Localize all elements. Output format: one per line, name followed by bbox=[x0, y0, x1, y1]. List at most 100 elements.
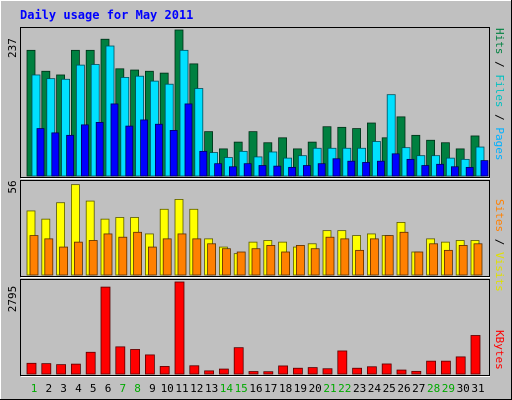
sites-bar-day-20 bbox=[310, 248, 320, 276]
files-bar-day-1 bbox=[31, 74, 41, 177]
x-label-day-14: 14 bbox=[220, 382, 234, 395]
x-label-day-22: 22 bbox=[338, 382, 351, 395]
pages-bar-day-19 bbox=[302, 165, 311, 177]
files-bar-day-4 bbox=[76, 64, 85, 177]
kbytes-bar-day-12 bbox=[189, 365, 200, 375]
x-label-day-18: 18 bbox=[279, 382, 292, 395]
x-label-day-8: 8 bbox=[134, 382, 141, 395]
x-label-day-25: 25 bbox=[383, 382, 396, 395]
x-label-day-26: 26 bbox=[397, 382, 410, 395]
x-label-day-16: 16 bbox=[249, 382, 262, 395]
kbytes-bar-day-15 bbox=[233, 347, 244, 375]
kbytes-bar-day-7 bbox=[115, 346, 126, 375]
kbytes-bar-day-20 bbox=[307, 367, 318, 375]
x-label-day-19: 19 bbox=[294, 382, 307, 395]
pages-bar-day-4 bbox=[81, 124, 89, 177]
sites-bar-day-10 bbox=[162, 238, 172, 276]
x-label-day-6: 6 bbox=[105, 382, 112, 395]
x-label-day-29: 29 bbox=[442, 382, 455, 395]
hits-max-label: 237 bbox=[6, 38, 19, 58]
sites-bar-day-1 bbox=[29, 235, 39, 276]
pages-bar-day-26 bbox=[406, 158, 415, 177]
pages-bar-day-27 bbox=[421, 165, 430, 177]
pages-bar-day-7 bbox=[125, 125, 134, 177]
kbytes-bar-day-3 bbox=[56, 364, 66, 375]
x-label-day-4: 4 bbox=[75, 382, 82, 395]
legend-hits: Hits bbox=[493, 28, 506, 55]
sites-bar-day-27 bbox=[414, 251, 424, 276]
legend-separator: / bbox=[493, 55, 506, 75]
kbytes-bar-day-4 bbox=[71, 363, 81, 375]
legend-visits: Visits bbox=[493, 252, 506, 292]
x-label-day-13: 13 bbox=[205, 382, 218, 395]
kbytes-bar-day-14 bbox=[218, 368, 229, 375]
sites-bar-day-28 bbox=[429, 243, 439, 276]
kbytes-bar-day-26 bbox=[396, 369, 407, 375]
x-label-day-7: 7 bbox=[119, 382, 126, 395]
pages-bar-day-2 bbox=[51, 132, 60, 177]
visits-max-label: 56 bbox=[6, 180, 19, 193]
pages-bar-day-29 bbox=[450, 166, 459, 177]
pages-bar-day-18 bbox=[288, 166, 297, 177]
kbytes-bar-day-27 bbox=[411, 370, 422, 375]
x-label-day-20: 20 bbox=[309, 382, 322, 395]
x-label-day-10: 10 bbox=[161, 382, 174, 395]
x-label-day-5: 5 bbox=[90, 382, 97, 395]
pages-bar-day-28 bbox=[436, 163, 445, 177]
sites-bar-day-6 bbox=[103, 233, 113, 276]
kbytes-bar-day-29 bbox=[440, 360, 451, 375]
legend-pages: Pages bbox=[493, 127, 506, 160]
sites-bar-day-14 bbox=[221, 248, 231, 276]
sites-bar-day-26 bbox=[399, 231, 409, 276]
pages-bar-day-24 bbox=[376, 160, 385, 177]
pages-bar-day-3 bbox=[66, 134, 74, 177]
hits-bar-day-26 bbox=[396, 116, 406, 177]
kbytes-bar-day-25 bbox=[381, 363, 392, 375]
hits-panel-legend: Hits / Files / Pages bbox=[493, 28, 506, 161]
kbytes-bar-day-5 bbox=[85, 351, 96, 375]
sites-bar-day-11 bbox=[177, 233, 187, 276]
files-bar-day-20 bbox=[312, 147, 322, 177]
kbytes-panel-legend: KBytes bbox=[493, 330, 506, 370]
kbytes-bar-day-11 bbox=[174, 281, 185, 375]
pages-bar-day-20 bbox=[317, 163, 326, 177]
sites-bar-day-24 bbox=[369, 238, 379, 276]
sites-bar-day-4 bbox=[74, 241, 83, 276]
kbytes-bar-day-1 bbox=[26, 362, 37, 375]
pages-bar-day-6 bbox=[110, 103, 119, 177]
kbytes-bar-day-22 bbox=[337, 350, 348, 375]
legend-separator: / bbox=[493, 108, 506, 128]
kbytes-bar-day-10 bbox=[159, 366, 170, 375]
kbytes-bar-day-8 bbox=[130, 349, 141, 375]
kbytes-bar-day-21 bbox=[322, 368, 333, 375]
sites-bar-day-15 bbox=[236, 251, 246, 276]
pages-bar-day-23 bbox=[362, 162, 371, 177]
sites-bar-day-22 bbox=[340, 238, 350, 276]
kbytes-bar-day-2 bbox=[41, 363, 52, 375]
files-bar-day-24 bbox=[371, 141, 381, 177]
kbytes-bar-day-16 bbox=[248, 371, 259, 375]
sites-bar-day-30 bbox=[458, 245, 468, 276]
kbytes-bar-day-17 bbox=[263, 371, 274, 375]
pages-bar-day-5 bbox=[95, 122, 104, 177]
pages-bar-day-22 bbox=[347, 160, 356, 177]
pages-bar-day-11 bbox=[184, 103, 193, 177]
pages-bar-day-30 bbox=[465, 166, 474, 177]
bars-layer bbox=[26, 29, 489, 375]
legend-sites: Sites bbox=[493, 199, 506, 232]
sites-bar-day-25 bbox=[384, 235, 394, 276]
pages-bar-day-10 bbox=[169, 130, 178, 177]
sites-bar-day-3 bbox=[59, 246, 68, 276]
x-label-day-21: 21 bbox=[323, 382, 336, 395]
files-bar-day-25 bbox=[386, 94, 396, 177]
legend-files: Files bbox=[493, 74, 506, 107]
x-label-day-23: 23 bbox=[353, 382, 366, 395]
sites-bar-day-17 bbox=[266, 245, 276, 276]
sites-bar-day-21 bbox=[325, 236, 335, 276]
hits-bar-day-18 bbox=[278, 137, 288, 177]
x-label-day-12: 12 bbox=[190, 382, 203, 395]
x-label-day-28: 28 bbox=[427, 382, 440, 395]
sites-bar-day-23 bbox=[355, 249, 365, 276]
